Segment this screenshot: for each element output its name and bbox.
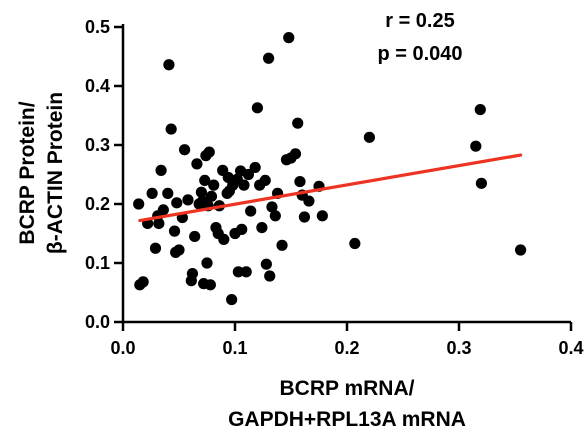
y-axis-title: BCRP Protein/ β-ACTIN Protein — [16, 92, 67, 254]
data-point — [251, 102, 263, 114]
data-point — [146, 187, 158, 199]
y-tick-label: 0.4 — [85, 76, 110, 96]
data-point — [133, 198, 145, 210]
regression-line — [138, 153, 523, 223]
data-point — [238, 179, 250, 191]
data-point — [266, 201, 278, 213]
data-point — [256, 222, 268, 234]
data-point — [276, 239, 288, 251]
data-point — [205, 190, 218, 202]
data-points — [133, 32, 527, 306]
data-point — [149, 242, 162, 254]
x-axis-title-line-1: BCRP mRNA/ — [280, 377, 415, 400]
data-point — [269, 210, 281, 222]
data-point — [153, 217, 165, 230]
data-point — [292, 117, 304, 129]
data-point — [162, 187, 174, 199]
data-point — [191, 158, 203, 170]
data-point — [259, 174, 271, 186]
data-point — [168, 225, 181, 237]
y-tick-label: 0.2 — [85, 194, 110, 214]
data-point — [232, 266, 244, 278]
data-point — [240, 266, 252, 278]
data-point — [283, 32, 295, 44]
data-point — [171, 197, 183, 209]
data-point — [303, 195, 315, 207]
data-point — [515, 244, 527, 256]
data-point — [179, 144, 191, 156]
data-point — [245, 205, 257, 217]
data-point — [236, 223, 248, 235]
x-tick-group: 0.0 0.1 0.2 0.3 0.4 — [110, 322, 584, 358]
data-point — [195, 186, 207, 198]
x-axis: 0.0 0.1 0.2 0.3 0.4 — [110, 320, 584, 358]
data-point — [137, 276, 149, 288]
data-point — [475, 177, 487, 189]
data-point — [289, 148, 302, 160]
x-axis-title: BCRP mRNA/ GAPDH+RPL13A mRNA — [228, 377, 466, 431]
data-point — [226, 293, 238, 306]
y-axis-title-line-1: BCRP Protein/ — [16, 101, 39, 244]
data-point — [157, 204, 169, 216]
y-axis: 0.0 0.1 0.2 0.3 0.4 0.5 — [85, 17, 125, 332]
x-tick-label: 0.1 — [222, 338, 247, 358]
data-point — [470, 140, 482, 152]
data-point — [218, 233, 230, 245]
y-tick-label: 0.0 — [85, 312, 110, 332]
data-point — [173, 244, 185, 256]
data-point — [298, 211, 311, 223]
data-point — [260, 258, 272, 270]
plot-area — [133, 32, 527, 306]
data-point — [189, 230, 201, 243]
data-point — [264, 270, 276, 282]
data-point — [294, 175, 306, 188]
y-tick-label: 0.3 — [85, 135, 110, 155]
stats-annotation: r = 0.25 p = 0.040 — [377, 10, 462, 65]
data-point — [474, 104, 486, 116]
data-point — [199, 174, 211, 186]
y-tick-label: 0.5 — [85, 17, 110, 37]
data-point — [263, 52, 275, 64]
data-point — [249, 161, 261, 174]
data-point — [316, 210, 328, 222]
data-point — [242, 168, 255, 181]
data-point — [182, 194, 194, 206]
data-point — [363, 131, 375, 143]
y-tick-label: 0.1 — [85, 253, 110, 273]
x-axis-title-line-2: GAPDH+RPL13A mRNA — [228, 408, 466, 431]
r-value-label: r = 0.25 — [385, 10, 455, 32]
data-point — [349, 237, 361, 250]
data-point — [204, 279, 216, 291]
data-point — [186, 268, 199, 280]
data-point — [201, 257, 213, 269]
x-tick-label: 0.0 — [110, 338, 135, 358]
p-value-label: p = 0.040 — [377, 43, 462, 65]
x-tick-label: 0.3 — [446, 338, 471, 358]
y-axis-title-line-2: β-ACTIN Protein — [44, 92, 67, 254]
data-point — [208, 179, 220, 191]
data-point — [165, 123, 177, 135]
data-point — [163, 59, 175, 71]
x-tick-label: 0.2 — [334, 338, 359, 358]
y-tick-group: 0.0 0.1 0.2 0.3 0.4 0.5 — [85, 17, 123, 332]
x-tick-label: 0.4 — [558, 338, 583, 358]
data-point — [155, 164, 167, 176]
data-point — [203, 146, 215, 158]
